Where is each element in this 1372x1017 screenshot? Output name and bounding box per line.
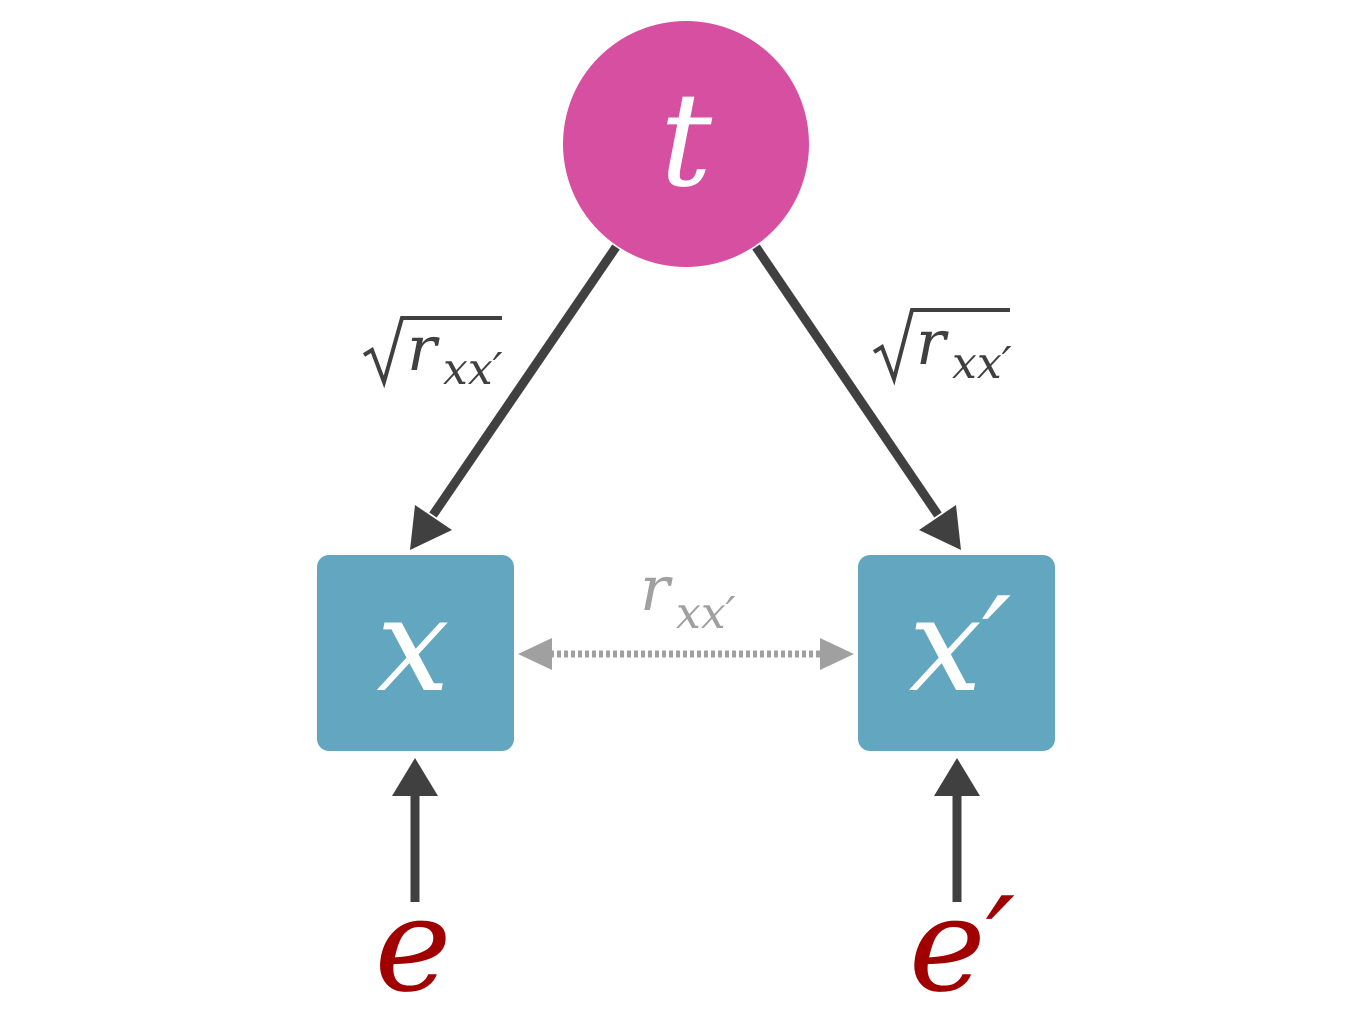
correlation-subscript: xx′ (676, 588, 736, 639)
correlation-arrow (518, 638, 854, 670)
correlation-base: r (640, 552, 673, 625)
observed-prime-node (858, 555, 1055, 751)
right-loading-arrow (752, 244, 961, 550)
right-loading-label: r xx′ (872, 306, 1012, 389)
observed-node (317, 555, 514, 751)
left-loading-subscript: xx′ (443, 344, 503, 395)
error-prime-label: e′ (909, 869, 1015, 1017)
observed-prime-label: x′ (909, 569, 1012, 721)
true-score-label: t (660, 64, 713, 216)
observed-label: x (376, 569, 449, 721)
error-arrow (392, 758, 438, 902)
left-loading-arrow (410, 244, 620, 550)
true-score-node (563, 21, 809, 267)
error-label: e (375, 869, 452, 1017)
right-loading-subscript: xx′ (952, 338, 1012, 389)
left-loading-base: r (407, 312, 440, 385)
right-loading-base: r (916, 306, 949, 379)
left-loading-label: r xx′ (362, 312, 503, 395)
correlation-label: r xx′ (640, 552, 736, 639)
error-prime-arrow (934, 758, 980, 902)
